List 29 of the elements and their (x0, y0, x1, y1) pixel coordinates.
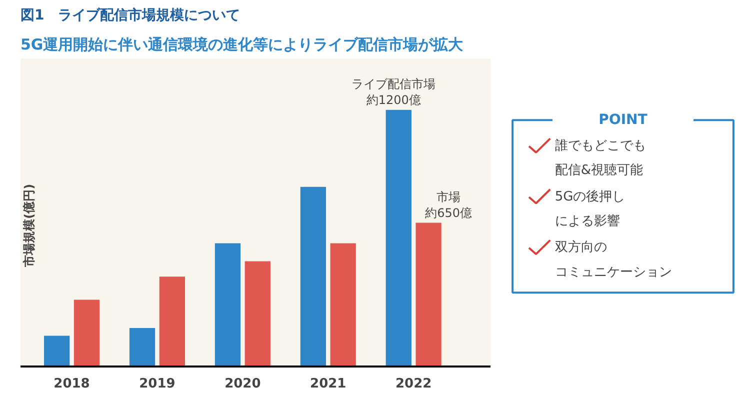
annotation: ライブ配信市場 (352, 76, 436, 91)
x-tick-label: 2020 (224, 376, 261, 392)
bar (330, 243, 356, 366)
bar (300, 186, 326, 366)
x-tick-label: 2022 (396, 376, 432, 392)
annotation: 約1200億 (366, 92, 421, 107)
text: 配信&視聴可能 (554, 163, 643, 178)
text: 誰でもどこでも (554, 138, 646, 154)
x-tick-label: 2019 (139, 376, 176, 392)
x-tick-label: 2021 (310, 376, 346, 392)
bar (214, 243, 241, 366)
bar (44, 336, 70, 366)
chart-title: 図1 ライブ配信市場規模について (20, 6, 240, 24)
text: POINT (598, 112, 648, 128)
bar (386, 110, 412, 366)
chart-subtitle: 5G運用開始に伴い通信環境の進化等によりライブ配信市場が拡大 (20, 36, 464, 54)
bar (159, 276, 185, 366)
text: による影響 (554, 214, 620, 230)
bar (244, 261, 270, 366)
bar (129, 328, 156, 366)
annotation: 約650億 (425, 206, 472, 220)
y-axis-title: 市場規模(億円) (22, 184, 36, 268)
text: 双方向の (554, 239, 607, 256)
text: 5Gの後押し (554, 189, 626, 204)
bar (416, 222, 442, 366)
text: コミュニケーション (554, 264, 672, 280)
bar (74, 300, 100, 366)
annotation: 市場 (436, 190, 461, 204)
x-tick-label: 2018 (54, 376, 90, 392)
